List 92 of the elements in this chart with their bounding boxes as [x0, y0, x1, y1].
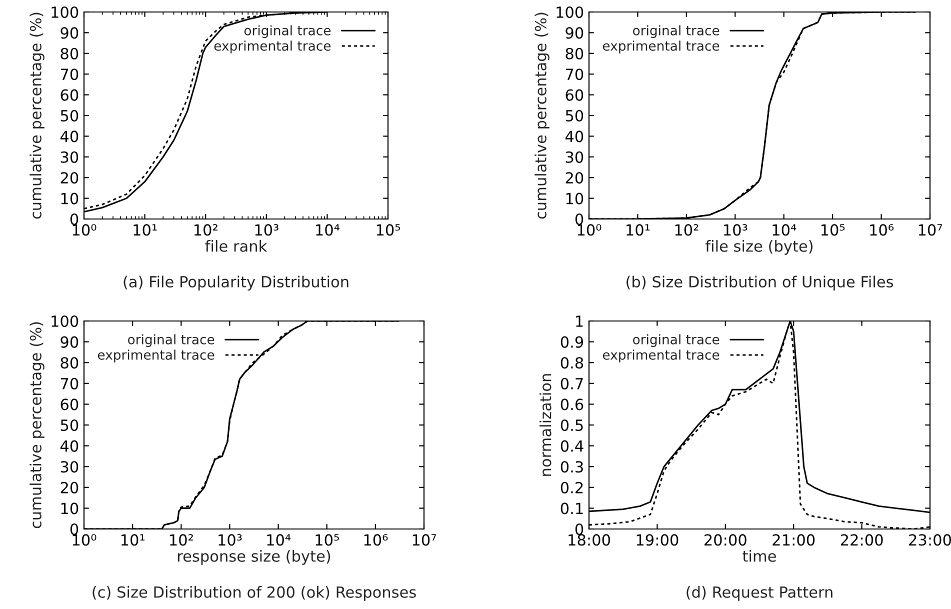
x-tick-label: 10⁰: [578, 224, 602, 236]
y-tick-label: 10: [61, 502, 78, 514]
y-tick-label: 80: [60, 357, 78, 369]
y-tick-label: 40: [60, 130, 78, 142]
x-tick-label: 10²: [675, 224, 698, 236]
y-tick-label: 0: [575, 523, 584, 536]
x-tick-label: 10⁴: [267, 534, 291, 546]
y-tick-label: 90: [566, 27, 584, 39]
y-tick-label: 90: [60, 27, 78, 39]
x-tick-label: 10⁵: [316, 534, 339, 546]
text: (a) File Popularity Distribution: [124, 276, 348, 290]
legend-label: exprimental trace: [602, 350, 720, 362]
x-tick-label: 10²: [170, 534, 193, 546]
x-tick-label: 10²: [194, 224, 218, 236]
y-tick-label: 10: [61, 192, 78, 204]
x-tick-label: 19:00: [636, 534, 678, 546]
x-tick-label: 10¹: [121, 534, 145, 546]
y-tick-label: 10: [566, 192, 584, 204]
y-tick-label: 60: [60, 89, 78, 101]
x-tick-label: 10⁵: [821, 224, 845, 236]
y-tick-label: 70: [60, 378, 78, 390]
y-tick-label: 0.3: [560, 461, 583, 473]
legend-label: exprimental trace: [98, 350, 214, 362]
y-tick-label: 50: [566, 110, 584, 122]
y-tick-label: 60: [60, 398, 78, 410]
x-tick-label: 10⁰: [72, 534, 96, 546]
y-tick-label: 0.6: [560, 398, 584, 410]
y-tick-label: 70: [60, 68, 78, 80]
y-tick-label: 0: [70, 523, 78, 536]
y-tick-label: 50: [60, 110, 78, 122]
y-axis-title: cumulative percentage (%): [534, 12, 550, 219]
y-tick-label: 0: [70, 213, 78, 226]
x-tick-label: 23:00: [909, 534, 951, 546]
x-axis-title: time: [742, 550, 776, 562]
y-tick-label: 100: [52, 6, 78, 18]
y-axis-title: cumulative percentage (%): [30, 12, 44, 219]
y-axis-title: normalization: [540, 374, 552, 476]
y-tick-label: 70: [566, 68, 584, 80]
y-tick-label: 1: [576, 316, 583, 327]
y-tick-label: 90: [60, 336, 78, 348]
y-tick-label: 0.7: [560, 378, 583, 390]
x-tick-label: 10⁴: [316, 224, 340, 236]
x-tick-label: 10³: [218, 534, 242, 546]
legend-label: exprimental trace: [602, 40, 720, 54]
y-tick-label: 60: [566, 89, 584, 101]
x-tick-label: 22:00: [840, 534, 883, 546]
x-tick-label: 10⁵: [376, 224, 400, 236]
y-tick-label: 80: [566, 48, 584, 60]
y-tick-label: 40: [60, 440, 78, 452]
x-axis-title: file rank: [205, 240, 268, 252]
y-tick-label: 30: [60, 461, 78, 473]
x-tick-label: 10¹: [134, 224, 157, 236]
x-axis-title: file size (byte): [706, 240, 813, 255]
x-tick-label: 20:00: [704, 534, 746, 546]
y-tick-label: 0.8: [560, 357, 584, 369]
y-tick-label: 50: [60, 419, 78, 432]
y-tick-label: 30: [566, 151, 584, 163]
y-tick-label: 0.2: [560, 482, 583, 494]
x-tick-label: 10³: [724, 224, 748, 236]
x-tick-label: 10³: [255, 224, 278, 236]
legend-label: original trace: [128, 334, 214, 347]
y-tick-label: 100: [52, 315, 78, 328]
x-tick-label: 10⁷: [412, 534, 436, 546]
x-axis-title: response size (byte): [178, 550, 330, 565]
y-tick-label: 0.5: [560, 419, 583, 432]
legend-label: original trace: [633, 334, 720, 347]
x-tick-label: 10⁰: [72, 224, 96, 236]
y-tick-label: 30: [60, 151, 78, 163]
y-tick-label: 0: [575, 213, 584, 226]
legend-label: exprimental trace: [214, 40, 331, 54]
legend-label: original trace: [633, 25, 720, 38]
y-tick-label: 100: [556, 6, 584, 18]
y-tick-label: 0.9: [560, 336, 584, 348]
y-tick-label: 20: [60, 172, 78, 184]
y-tick-label: 80: [60, 48, 78, 60]
x-tick-label: 10⁴: [772, 224, 796, 236]
text: (d) Request Pattern: [686, 586, 832, 601]
y-tick-label: 0.1: [560, 502, 583, 514]
text: (b) Size Distribution of Unique Files: [626, 276, 894, 290]
x-tick-label: 10⁶: [364, 534, 388, 546]
text: (c) Size Distribution of 200 (ok) Responses: [92, 586, 416, 601]
y-axis-title: cumulative percentage (%): [30, 322, 44, 528]
x-tick-label: 10⁷: [918, 224, 942, 236]
y-tick-label: 20: [60, 482, 78, 494]
y-tick-label: 0.4: [560, 440, 584, 452]
legend-label: original trace: [244, 25, 331, 38]
x-tick-label: 10¹: [626, 224, 650, 236]
x-tick-label: 21:00: [772, 534, 815, 546]
y-tick-label: 40: [565, 130, 584, 142]
x-tick-label: 10⁶: [870, 224, 894, 236]
y-tick-label: 20: [566, 172, 584, 184]
x-tick-label: 18:00: [568, 534, 610, 546]
